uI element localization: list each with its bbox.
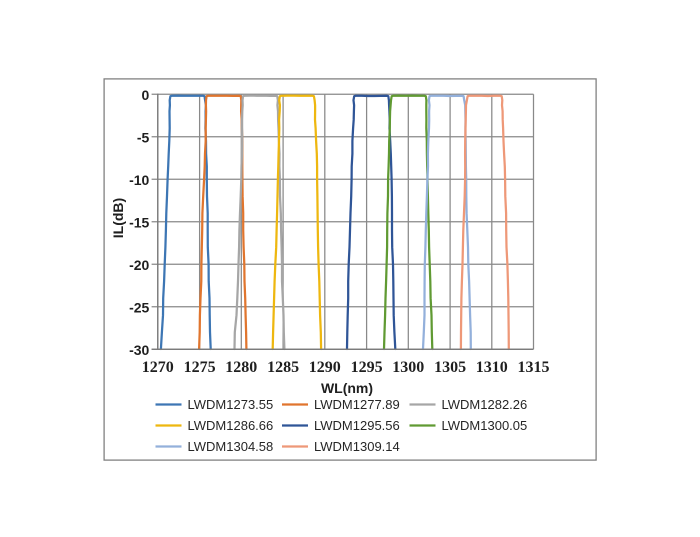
svg-text:LWDM1277.89: LWDM1277.89 (314, 397, 400, 412)
svg-text:-30: -30 (129, 342, 149, 358)
svg-text:1310: 1310 (476, 359, 508, 376)
svg-text:1275: 1275 (184, 359, 216, 376)
svg-text:1295: 1295 (351, 359, 383, 376)
svg-text:0: 0 (142, 87, 150, 103)
svg-text:LWDM1286.66: LWDM1286.66 (188, 418, 274, 433)
svg-text:-10: -10 (129, 172, 149, 188)
svg-text:-5: -5 (137, 130, 150, 146)
svg-text:-20: -20 (129, 257, 149, 273)
svg-text:1300: 1300 (392, 359, 424, 376)
svg-text:1270: 1270 (142, 359, 174, 376)
svg-text:1305: 1305 (434, 359, 466, 376)
svg-text:WL(nm): WL(nm) (321, 380, 373, 396)
svg-text:LWDM1295.56: LWDM1295.56 (314, 418, 400, 433)
svg-text:1290: 1290 (309, 359, 341, 376)
svg-text:LWDM1273.55: LWDM1273.55 (188, 397, 274, 412)
svg-text:LWDM1304.58: LWDM1304.58 (188, 439, 274, 454)
svg-text:-15: -15 (129, 215, 149, 231)
svg-text:LWDM1309.14: LWDM1309.14 (314, 439, 400, 454)
svg-text:-25: -25 (129, 300, 149, 316)
svg-text:1280: 1280 (225, 359, 257, 376)
svg-text:1315: 1315 (518, 359, 550, 376)
svg-text:1285: 1285 (267, 359, 299, 376)
svg-text:LWDM1300.05: LWDM1300.05 (442, 418, 528, 433)
svg-text:LWDM1282.26: LWDM1282.26 (442, 397, 528, 412)
svg-text:IL(dB): IL(dB) (110, 198, 126, 238)
